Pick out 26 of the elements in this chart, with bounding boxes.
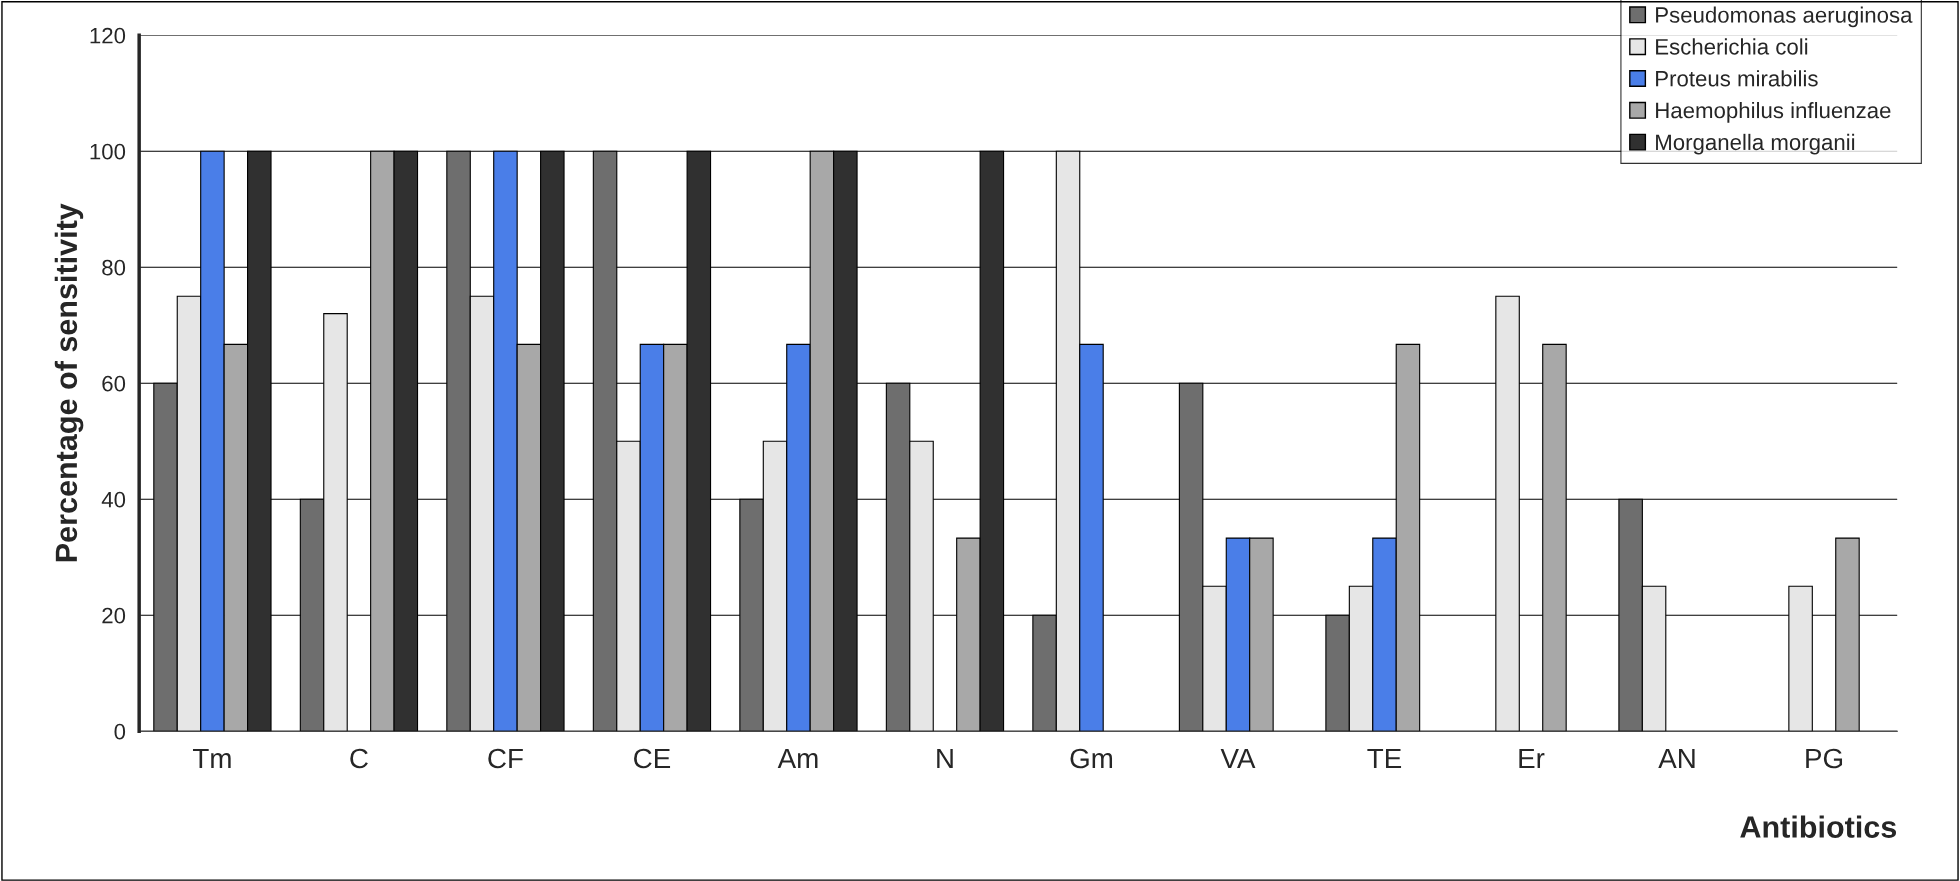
- x-tick-label: C: [350, 748, 368, 769]
- y-tick-label: 20: [102, 607, 126, 624]
- y-tick-label: 100: [90, 143, 126, 160]
- legend-label: Pseudomonas aeruginosa: [1656, 6, 1913, 28]
- x-tick-label: AN: [1658, 748, 1695, 769]
- x-tick-label: VA: [1220, 748, 1256, 769]
- x-tick-label: CF: [488, 748, 523, 769]
- legend-label: Escherichia coli: [1656, 38, 1808, 55]
- x-axis-title: Antibiotics: [1740, 815, 1897, 838]
- y-axis-title: Percentage of sensitivity: [54, 203, 84, 562]
- x-tick-label: Am: [777, 748, 818, 769]
- legend-label: Proteus mirabilis: [1656, 70, 1818, 87]
- x-tick-label: Er: [1519, 748, 1545, 769]
- x-tick-label: PG: [1806, 748, 1843, 769]
- x-tick-label: CE: [634, 748, 671, 769]
- y-tick-label: 0: [114, 723, 126, 740]
- x-tick-label: Gm: [1070, 748, 1113, 769]
- y-tick-label: 60: [102, 375, 126, 392]
- x-tick-label: Tm: [192, 748, 231, 769]
- legend-label: Haemophilus influenzae: [1656, 102, 1891, 123]
- y-tick-label: 40: [101, 491, 126, 508]
- legend-label: Morganella morganii: [1656, 133, 1855, 155]
- x-tick-label: TE: [1367, 748, 1402, 769]
- y-tick-label: 120: [90, 27, 126, 44]
- x-tick-label: N: [937, 748, 953, 769]
- y-tick-label: 80: [102, 259, 126, 276]
